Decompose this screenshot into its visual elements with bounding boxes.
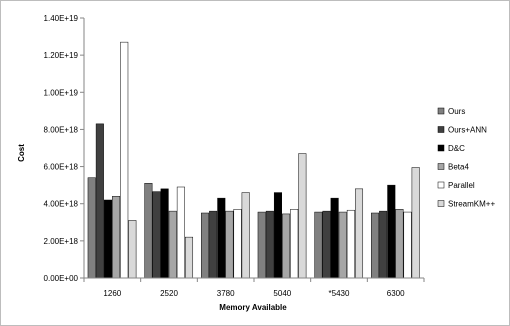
legend-label: Beta4: [448, 163, 469, 172]
x-tick-label: 2520: [160, 289, 178, 298]
x-axis-title: Memory Available: [219, 303, 287, 312]
legend-swatch: [437, 126, 445, 133]
bar: [379, 210, 388, 279]
legend-label: Parallel: [448, 181, 475, 190]
x-tick-label: 5040: [273, 289, 291, 298]
bar: [144, 183, 153, 279]
bar: [120, 41, 129, 279]
y-tick-label: 6.00E+18: [44, 163, 79, 172]
axes: [83, 18, 424, 279]
bar: [395, 209, 404, 279]
bar: [290, 209, 299, 279]
bar: [265, 210, 274, 279]
bar: [112, 196, 121, 279]
bar: [176, 186, 185, 279]
legend-label: Ours+ANN: [448, 126, 487, 135]
y-tick-label: 1.00E+19: [44, 88, 79, 97]
bar: [371, 212, 380, 279]
legend-swatch: [437, 181, 445, 189]
legend-swatch: [437, 107, 445, 115]
x-tick-label: 3780: [217, 289, 235, 298]
bar: [184, 236, 194, 279]
bar: [209, 210, 218, 279]
bar: [322, 210, 331, 279]
legend-label: StreamKM++: [448, 200, 495, 209]
bar: [217, 197, 226, 279]
legend-swatch: [437, 200, 445, 207]
y-axis-title: Cost: [17, 144, 26, 162]
bar: [103, 199, 112, 279]
bar: [314, 211, 323, 279]
legend-label: D&C: [448, 144, 465, 153]
legend: Ours Ours+ANN D&C Beta4 Parallel StreamKM++: [437, 107, 495, 209]
bar: [95, 123, 104, 279]
bar: [411, 167, 420, 279]
bar: [87, 177, 96, 279]
bar: [298, 153, 307, 279]
y-tick-label: 0.00E+00: [44, 274, 79, 283]
bar: [330, 197, 339, 279]
bar: [128, 220, 137, 279]
y-axis-ticks: 0.00E+00 2.00E+18 4.00E+18 6.00E+18 8.00E+18…: [44, 14, 84, 283]
x-tick-label: 6300: [387, 289, 405, 298]
y-tick-label: 2.00E+18: [44, 237, 79, 246]
bar: [387, 184, 396, 279]
bars: [87, 41, 420, 279]
bar: [241, 192, 250, 279]
bar: [201, 212, 210, 279]
bar: [233, 209, 242, 279]
bar: [168, 210, 177, 279]
bar: [338, 211, 347, 279]
bar: [257, 211, 266, 279]
x-tick-label: *5430: [329, 289, 350, 298]
bar: [354, 188, 364, 279]
bar: [225, 210, 234, 279]
bar: [282, 213, 291, 279]
bar: [152, 191, 161, 279]
y-tick-label: 1.20E+19: [44, 51, 79, 60]
legend-swatch: [437, 163, 445, 170]
y-tick-label: 4.00E+18: [44, 200, 79, 209]
y-tick-label: 8.00E+18: [44, 125, 79, 134]
bar: [160, 188, 169, 279]
x-tick-label: 1260: [103, 289, 121, 298]
bar: [273, 192, 282, 279]
legend-label: Ours: [448, 107, 465, 116]
y-tick-label: 1.40E+19: [44, 14, 79, 23]
bar: [346, 209, 355, 279]
bar: [403, 211, 412, 279]
x-axis-ticks: 1260 2520 3780 5040 *5430 6300: [83, 278, 425, 298]
legend-swatch: [437, 144, 445, 152]
